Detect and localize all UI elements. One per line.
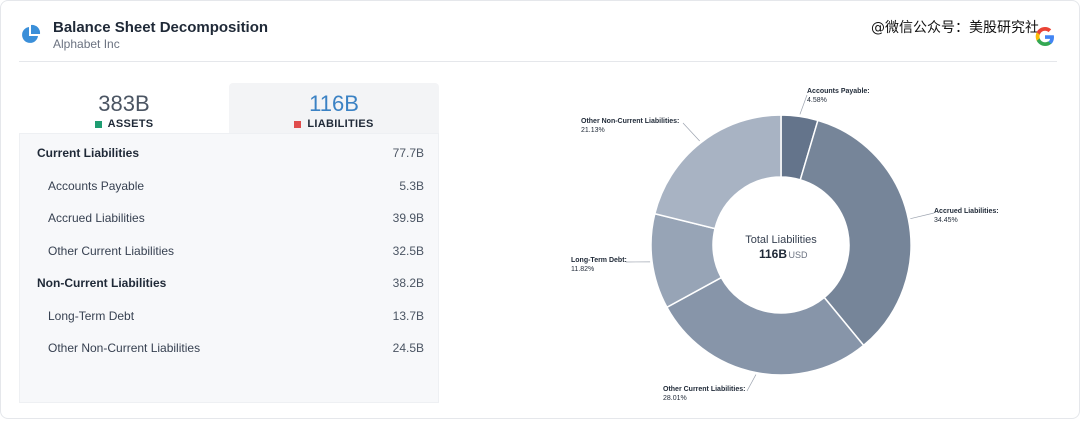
table-row: Other Non-Current Liabilities 24.5B <box>20 332 440 364</box>
company-name: Alphabet Inc <box>53 37 268 51</box>
assets-total: 383B <box>19 83 229 117</box>
liabilities-legend-square <box>294 121 301 128</box>
assets-label: ASSETS <box>108 118 154 130</box>
table-row: Accrued Liabilities 39.9B <box>20 202 440 234</box>
slice-percent: 28.01% <box>663 395 687 402</box>
liabilities-label: LIABILITIES <box>307 118 373 130</box>
tab-liabilities[interactable]: 116B LIABILITIES <box>229 83 439 133</box>
row-name: Accrued Liabilities <box>48 211 145 225</box>
tab-assets[interactable]: 383B ASSETS <box>19 83 229 133</box>
slice-label: Accounts Payable: <box>807 88 870 95</box>
slice-label: Accrued Liabilities: <box>934 208 999 215</box>
table-row: Non-Current Liabilities 38.2B <box>20 267 440 299</box>
row-name: Other Non-Current Liabilities <box>48 341 200 355</box>
row-name: Current Liabilities <box>37 146 139 160</box>
donut-svg: Accounts Payable: 4.58% Accrued Liabilitie… <box>541 71 1080 420</box>
center-value: 116B <box>759 247 787 261</box>
center-unit: USD <box>788 250 808 260</box>
row-value: 13.7B <box>393 309 424 323</box>
row-value: 5.3B <box>399 179 424 193</box>
slice-label: Long-Term Debt: <box>571 257 627 264</box>
leader-line <box>800 95 807 114</box>
google-logo-icon <box>1033 25 1057 49</box>
slice-other-non-current-liabilities[interactable] <box>655 115 781 229</box>
slice-percent: 21.13% <box>581 127 605 134</box>
liabilities-table: Current Liabilities 77.7B Accounts Payab… <box>19 133 439 403</box>
slice-label: Other Current Liabilities: <box>663 386 745 393</box>
row-value: 38.2B <box>393 276 424 290</box>
breakdown-panel: 383B ASSETS 116B LIABILITIES Current Lia… <box>19 83 439 403</box>
leader-line <box>747 375 756 391</box>
row-name: Other Current Liabilities <box>48 244 174 258</box>
row-value: 39.9B <box>393 211 424 225</box>
table-row: Accounts Payable 5.3B <box>20 170 440 202</box>
tab-bar: 383B ASSETS 116B LIABILITIES <box>19 83 439 133</box>
row-value: 32.5B <box>393 244 424 258</box>
leader-line <box>910 213 934 219</box>
header-divider <box>19 61 1057 62</box>
row-value: 77.7B <box>393 146 424 160</box>
slice-percent: 4.58% <box>807 97 827 104</box>
slice-percent: 11.82% <box>571 266 594 273</box>
slice-percent: 34.45% <box>934 217 958 224</box>
table-row: Current Liabilities 77.7B <box>20 137 440 169</box>
card-title: Balance Sheet Decomposition <box>53 19 268 37</box>
row-name: Long-Term Debt <box>48 309 134 323</box>
watermark-text: @微信公众号：美股研究社 <box>871 17 1039 37</box>
row-value: 24.5B <box>393 341 424 355</box>
leader-line <box>683 123 700 141</box>
pie-chart-icon <box>19 24 41 46</box>
center-title: Total Liabilities <box>745 234 817 246</box>
table-row: Other Current Liabilities 32.5B <box>20 235 440 267</box>
card-header: Balance Sheet Decomposition Alphabet Inc <box>19 15 268 55</box>
row-name: Accounts Payable <box>48 179 144 193</box>
assets-legend-square <box>95 121 102 128</box>
table-row: Long-Term Debt 13.7B <box>20 300 440 332</box>
liabilities-donut-chart: Accounts Payable: 4.58% Accrued Liabilitie… <box>541 71 1080 420</box>
liabilities-total: 116B <box>229 83 439 117</box>
slice-label: Other Non-Current Liabilities: <box>581 118 679 125</box>
row-name: Non-Current Liabilities <box>37 276 166 290</box>
